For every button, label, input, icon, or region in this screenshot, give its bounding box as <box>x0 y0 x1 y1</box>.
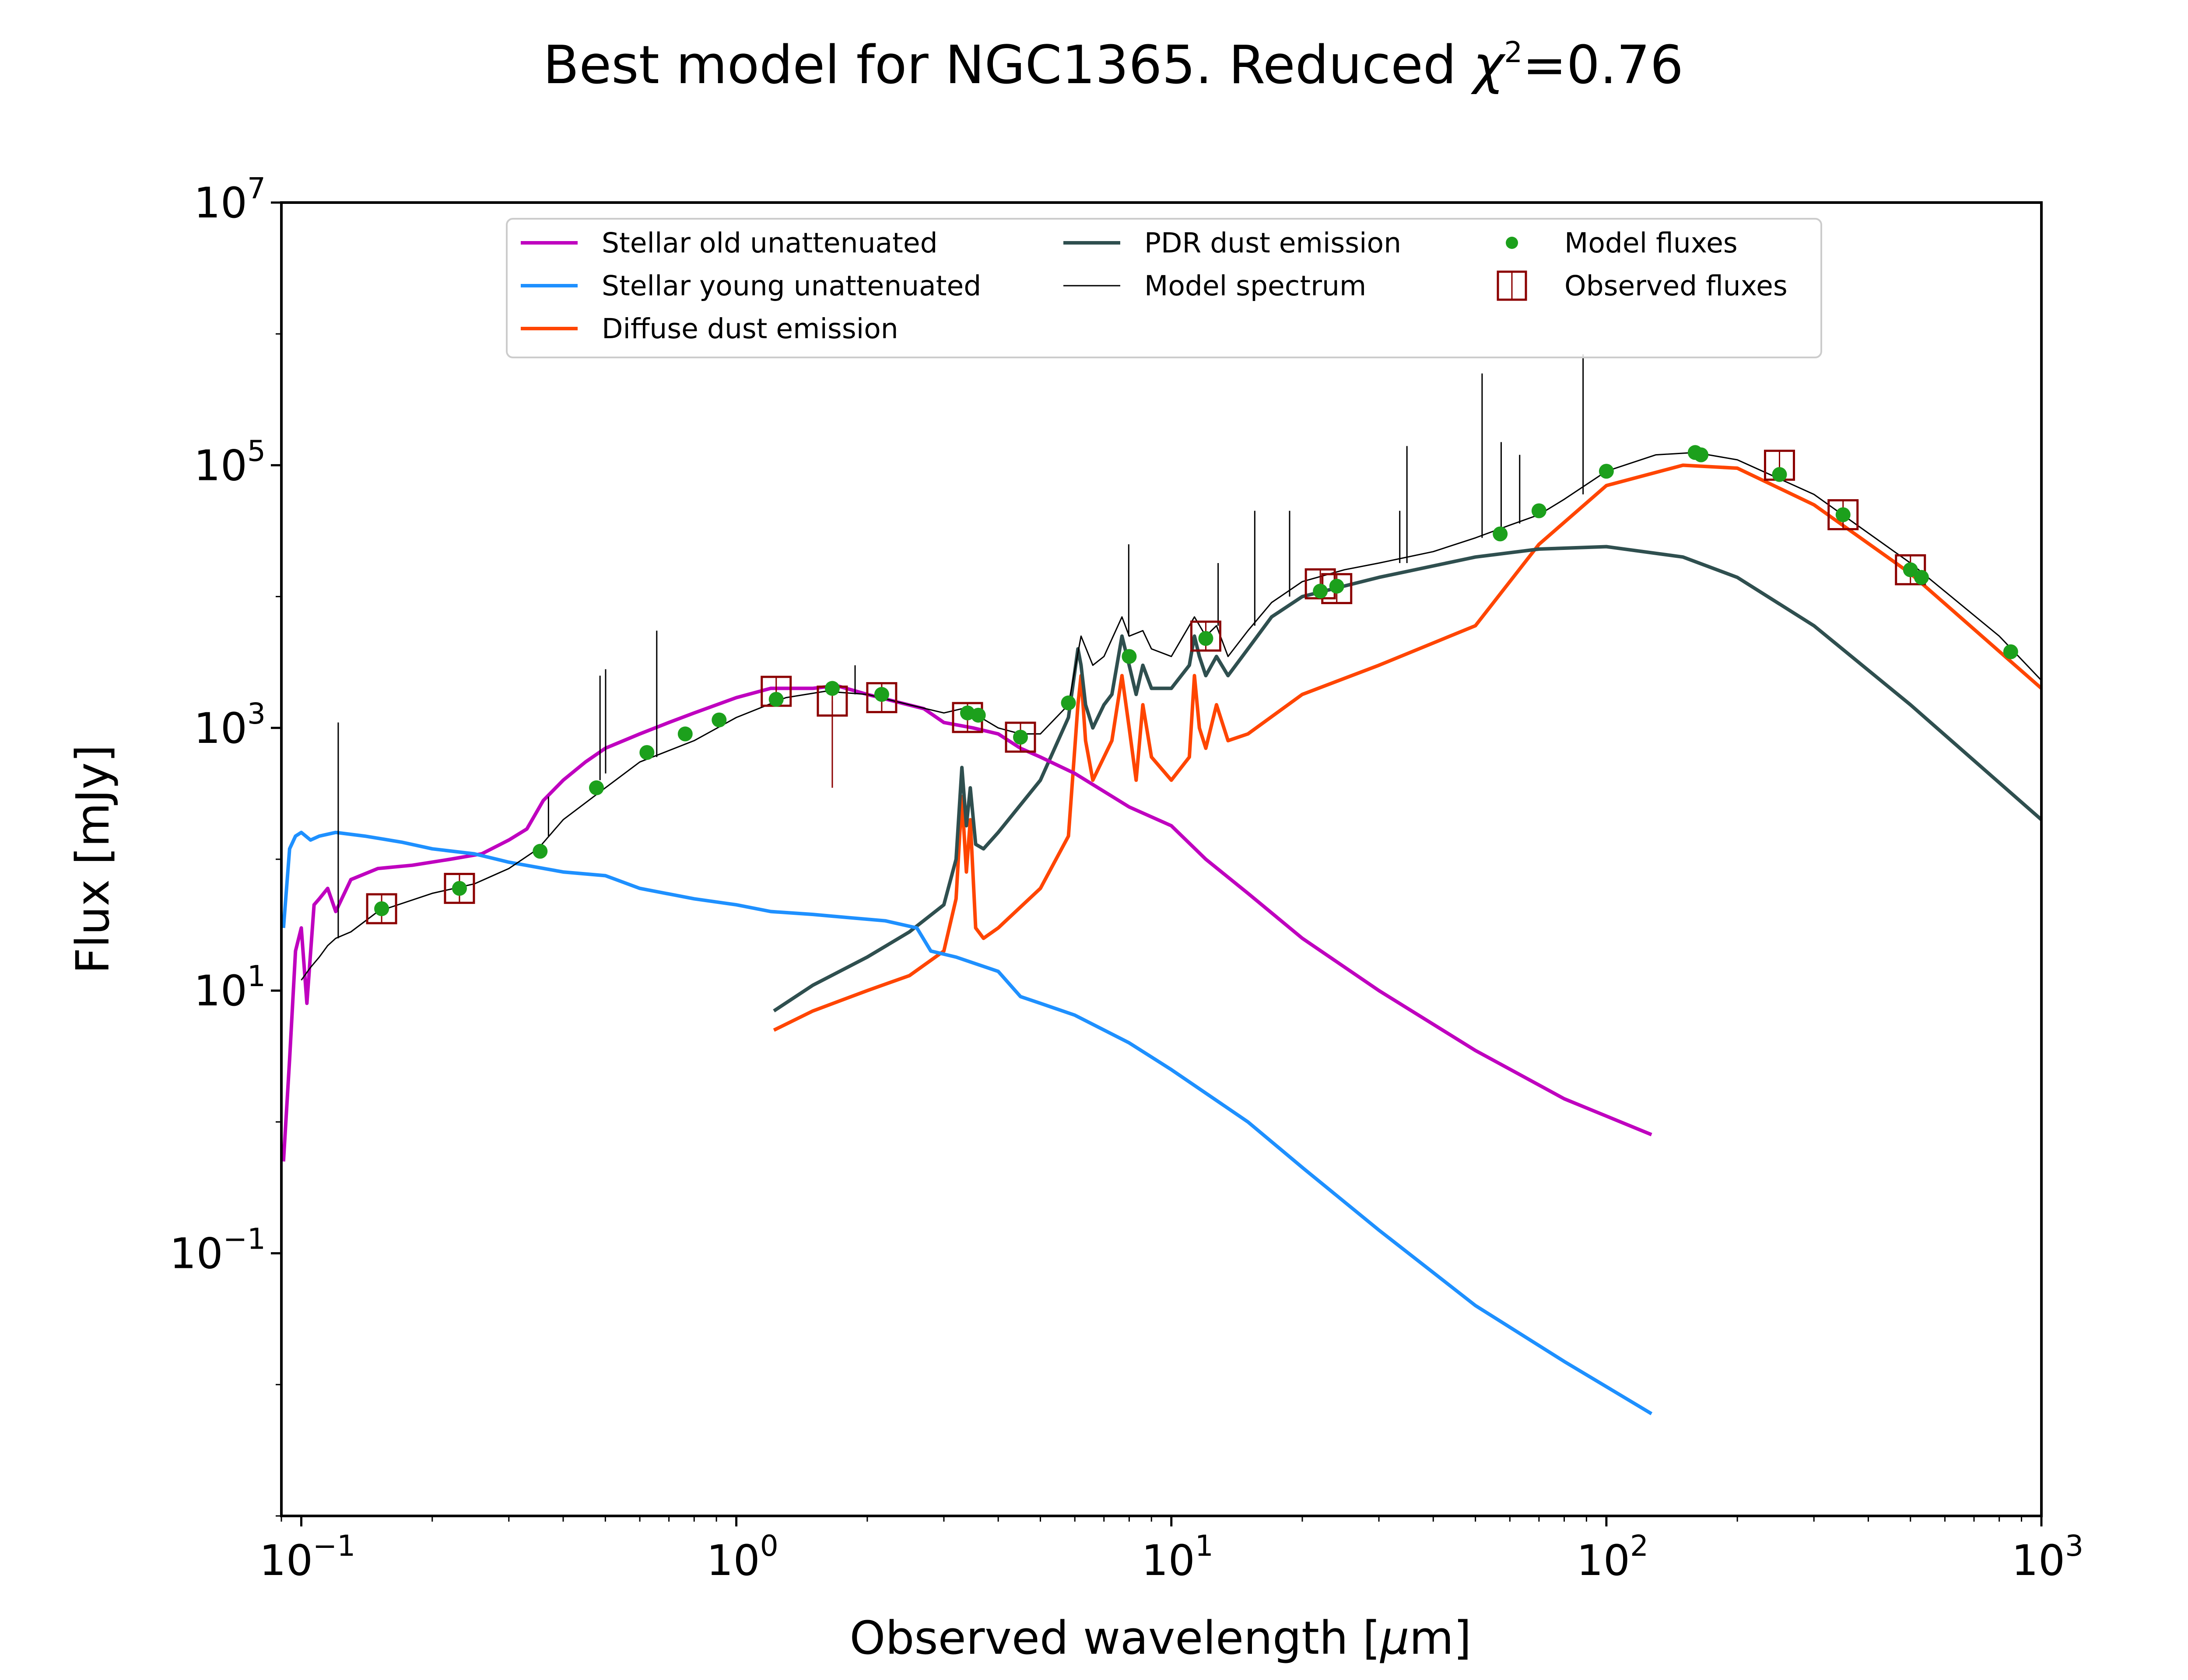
legend-label-model-spectrum: Model spectrum <box>1144 270 1366 302</box>
model-flux-point <box>1531 503 1546 518</box>
legend-label-model-fluxes: Model fluxes <box>1564 227 1738 259</box>
series-line-model-spectrum <box>301 452 2041 981</box>
legend-label-pdr-dust-emission: PDR dust emission <box>1144 227 1401 259</box>
y-tick-label: 103 <box>194 697 266 753</box>
marker-layer <box>366 445 2018 924</box>
tick-layer: 10−1 100 101 102 103 10−1 101 103 105 107 <box>170 172 2084 1585</box>
model-flux-point <box>2003 644 2018 659</box>
model-flux-point <box>589 780 604 795</box>
x-tick-label: 10−1 <box>259 1529 355 1585</box>
chart-title: Best model for NGC1365. Reduced χ2=0.76 <box>543 35 1683 96</box>
model-flux-point <box>824 681 840 696</box>
model-flux-point <box>1914 570 1929 585</box>
model-flux-point <box>712 712 727 728</box>
model-flux-point <box>1694 447 1709 462</box>
model-flux-point <box>452 881 467 896</box>
model-flux-point <box>1835 507 1851 522</box>
model-flux-point <box>677 726 693 742</box>
model-flux-point <box>1061 695 1076 710</box>
x-tick-label: 103 <box>2012 1529 2083 1585</box>
model-flux-point <box>874 687 889 702</box>
series-line-stellar-young-unattenuated <box>281 830 1653 1415</box>
plot-frame <box>280 201 2043 1517</box>
x-tick-label: 102 <box>1577 1529 1648 1585</box>
y-axis-label: Flux [mJy] <box>66 745 119 974</box>
model-flux-point <box>1493 526 1508 542</box>
y-tick-label: 101 <box>194 959 266 1015</box>
model-flux-point <box>639 745 655 760</box>
model-flux-point <box>1122 649 1137 664</box>
x-axis-label: Observed wavelength [μm] <box>850 1611 1472 1665</box>
model-flux-point <box>1599 464 1614 479</box>
model-flux-point <box>374 901 389 917</box>
model-flux-point <box>1329 578 1344 594</box>
series-line-diffuse-dust-emission <box>773 463 2041 1032</box>
legend-swatch-model-fluxes <box>1506 237 1518 249</box>
legend: Stellar old unattenuated Stellar young un… <box>506 218 1822 358</box>
model-flux-point <box>768 692 784 707</box>
legend-label-diffuse-dust-emission: Diffuse dust emission <box>602 313 898 345</box>
y-tick-label: 10−1 <box>170 1222 266 1278</box>
y-tick-label: 107 <box>194 172 266 228</box>
legend-label-observed-fluxes: Observed fluxes <box>1564 270 1788 302</box>
series-line-stellar-old-unattenuated <box>281 684 1652 1162</box>
model-flux-point <box>533 844 548 859</box>
legend-label-stellar-old-unattenuated: Stellar old unattenuated <box>602 227 938 259</box>
series-layer <box>281 354 2041 1415</box>
x-tick-label: 101 <box>1142 1529 1213 1585</box>
x-tick-label: 100 <box>707 1529 778 1585</box>
model-flux-point <box>1772 467 1787 482</box>
model-flux-point <box>971 707 986 723</box>
legend-label-stellar-young-unattenuated: Stellar young unattenuated <box>602 270 981 302</box>
series-line-pdr-dust-emission <box>773 545 2041 1013</box>
y-tick-label: 105 <box>194 434 266 490</box>
model-flux-point <box>1013 729 1028 745</box>
legend-box <box>506 218 1822 358</box>
model-flux-point <box>1198 631 1213 646</box>
model-flux-point <box>1903 562 1918 578</box>
model-flux-point <box>1313 584 1328 599</box>
